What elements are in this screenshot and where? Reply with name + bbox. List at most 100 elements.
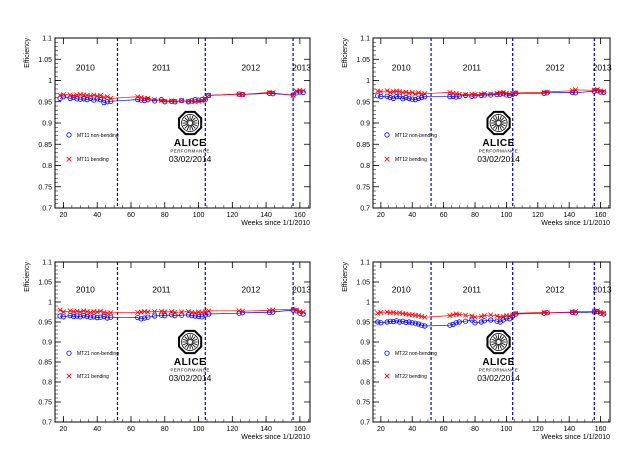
date-label: 03/02/2014 (477, 373, 520, 383)
data-point-circle (87, 314, 94, 320)
data-point-cross (463, 91, 469, 98)
data-point-circle (397, 93, 403, 99)
data-point-cross (422, 314, 428, 320)
x-tick-label: 140 (563, 426, 575, 433)
data-point-cross (463, 312, 469, 318)
y-tick-label: 1 (366, 78, 370, 85)
series-line (377, 310, 604, 318)
data-point-cross (84, 309, 90, 315)
data-point-cross (506, 91, 513, 97)
legend-marker-circle (66, 132, 72, 138)
y-tick-label: 1.1 (42, 36, 52, 43)
date-label: 03/02/2014 (169, 154, 212, 164)
data-point-cross (239, 91, 246, 98)
year-label: 2012 (546, 284, 565, 294)
data-point-circle (375, 93, 381, 99)
logo-ray (186, 115, 190, 122)
y-tick-label: 1 (48, 300, 52, 307)
data-point-circle (239, 310, 246, 316)
y-tick-label: 0.95 (356, 99, 370, 106)
data-point-circle (141, 315, 148, 321)
legend-label: MT21 bending (77, 374, 109, 380)
data-point-circle (202, 312, 208, 318)
legend-marker-circle (384, 132, 390, 138)
y-axis-title: Efficiency (342, 38, 349, 68)
year-label: 2011 (152, 284, 171, 294)
y-tick-label: 0.75 (38, 400, 52, 407)
logo-ray (498, 343, 502, 350)
data-point-circle (108, 98, 114, 104)
logo-ray (498, 115, 502, 122)
x-tick-label: 140 (260, 212, 272, 219)
data-point-circle (384, 93, 390, 99)
data-point-circle (67, 312, 73, 319)
data-point-cross (77, 309, 83, 315)
legend-marker-cross (66, 156, 72, 162)
logo-ray (499, 343, 505, 348)
data-point-circle (390, 318, 397, 325)
data-point-circle (67, 95, 73, 101)
logo-text: ALICE (174, 138, 207, 149)
logo-ray (500, 342, 506, 346)
data-point-cross (447, 89, 453, 95)
y-tick-label: 0.8 (42, 380, 52, 387)
data-point-circle (472, 320, 478, 326)
logo-ray (500, 123, 506, 127)
data-point-cross (108, 95, 114, 101)
year-label: 2011 (152, 62, 171, 72)
data-point-circle (189, 312, 195, 319)
data-point-cross (60, 309, 67, 315)
data-point-cross (412, 91, 418, 97)
y-tick-label: 0.95 (38, 99, 52, 106)
data-point-cross (513, 90, 519, 96)
data-point-circle (81, 312, 87, 319)
x-tick-label: 40 (408, 212, 416, 219)
x-tick-label: 20 (60, 426, 68, 433)
data-point-cross (384, 309, 390, 315)
logo-ray (183, 123, 189, 127)
x-tick-label: 40 (408, 426, 416, 433)
logo-text: ALICE (482, 138, 515, 149)
data-point-cross (447, 313, 453, 319)
data-point-circle (94, 314, 100, 321)
logo-subtext: PERFORMANCE (170, 368, 209, 373)
data-point-cross (591, 87, 597, 93)
data-point-cross (469, 313, 475, 319)
logo-ray (190, 124, 194, 131)
x-tick-label: 140 (563, 212, 575, 219)
x-tick-label: 120 (226, 426, 238, 433)
x-tick-label: 80 (471, 212, 479, 219)
logo-ray (184, 336, 189, 341)
logo-ray (492, 343, 498, 348)
data-point-circle (97, 314, 104, 320)
data-point-cross (270, 90, 276, 96)
data-point-cross (104, 94, 110, 100)
data-point-circle (397, 319, 403, 325)
logo-ray (183, 338, 189, 342)
data-point-cross (472, 91, 478, 98)
logo-subtext: PERFORMANCE (479, 368, 518, 373)
x-tick-label: 160 (294, 426, 306, 433)
data-point-cross (293, 307, 300, 313)
y-axis-title: Efficiency (24, 262, 31, 292)
logo-ring (489, 114, 508, 132)
data-point-cross (481, 313, 488, 319)
x-tick-label: 40 (93, 212, 101, 219)
legend-label: MT21 non-bending (77, 351, 119, 357)
legend-label: MT11 non-bending (77, 133, 119, 139)
data-point-cross (500, 313, 506, 319)
data-point-cross (87, 309, 94, 315)
data-point-circle (266, 90, 273, 96)
x-axis-title: Weeks since 1/1/2010 (241, 220, 310, 227)
logo-octagon (486, 110, 511, 136)
y-tick-label: 1 (366, 300, 370, 307)
data-point-cross (179, 97, 185, 104)
logo-ray (499, 336, 505, 341)
data-point-circle (84, 313, 90, 319)
data-point-circle (412, 320, 418, 326)
x-tick-label: 40 (93, 426, 101, 433)
data-point-circle (469, 317, 475, 323)
logo-ray (491, 119, 497, 123)
data-point-cross (544, 89, 550, 95)
data-point-cross (145, 309, 151, 315)
